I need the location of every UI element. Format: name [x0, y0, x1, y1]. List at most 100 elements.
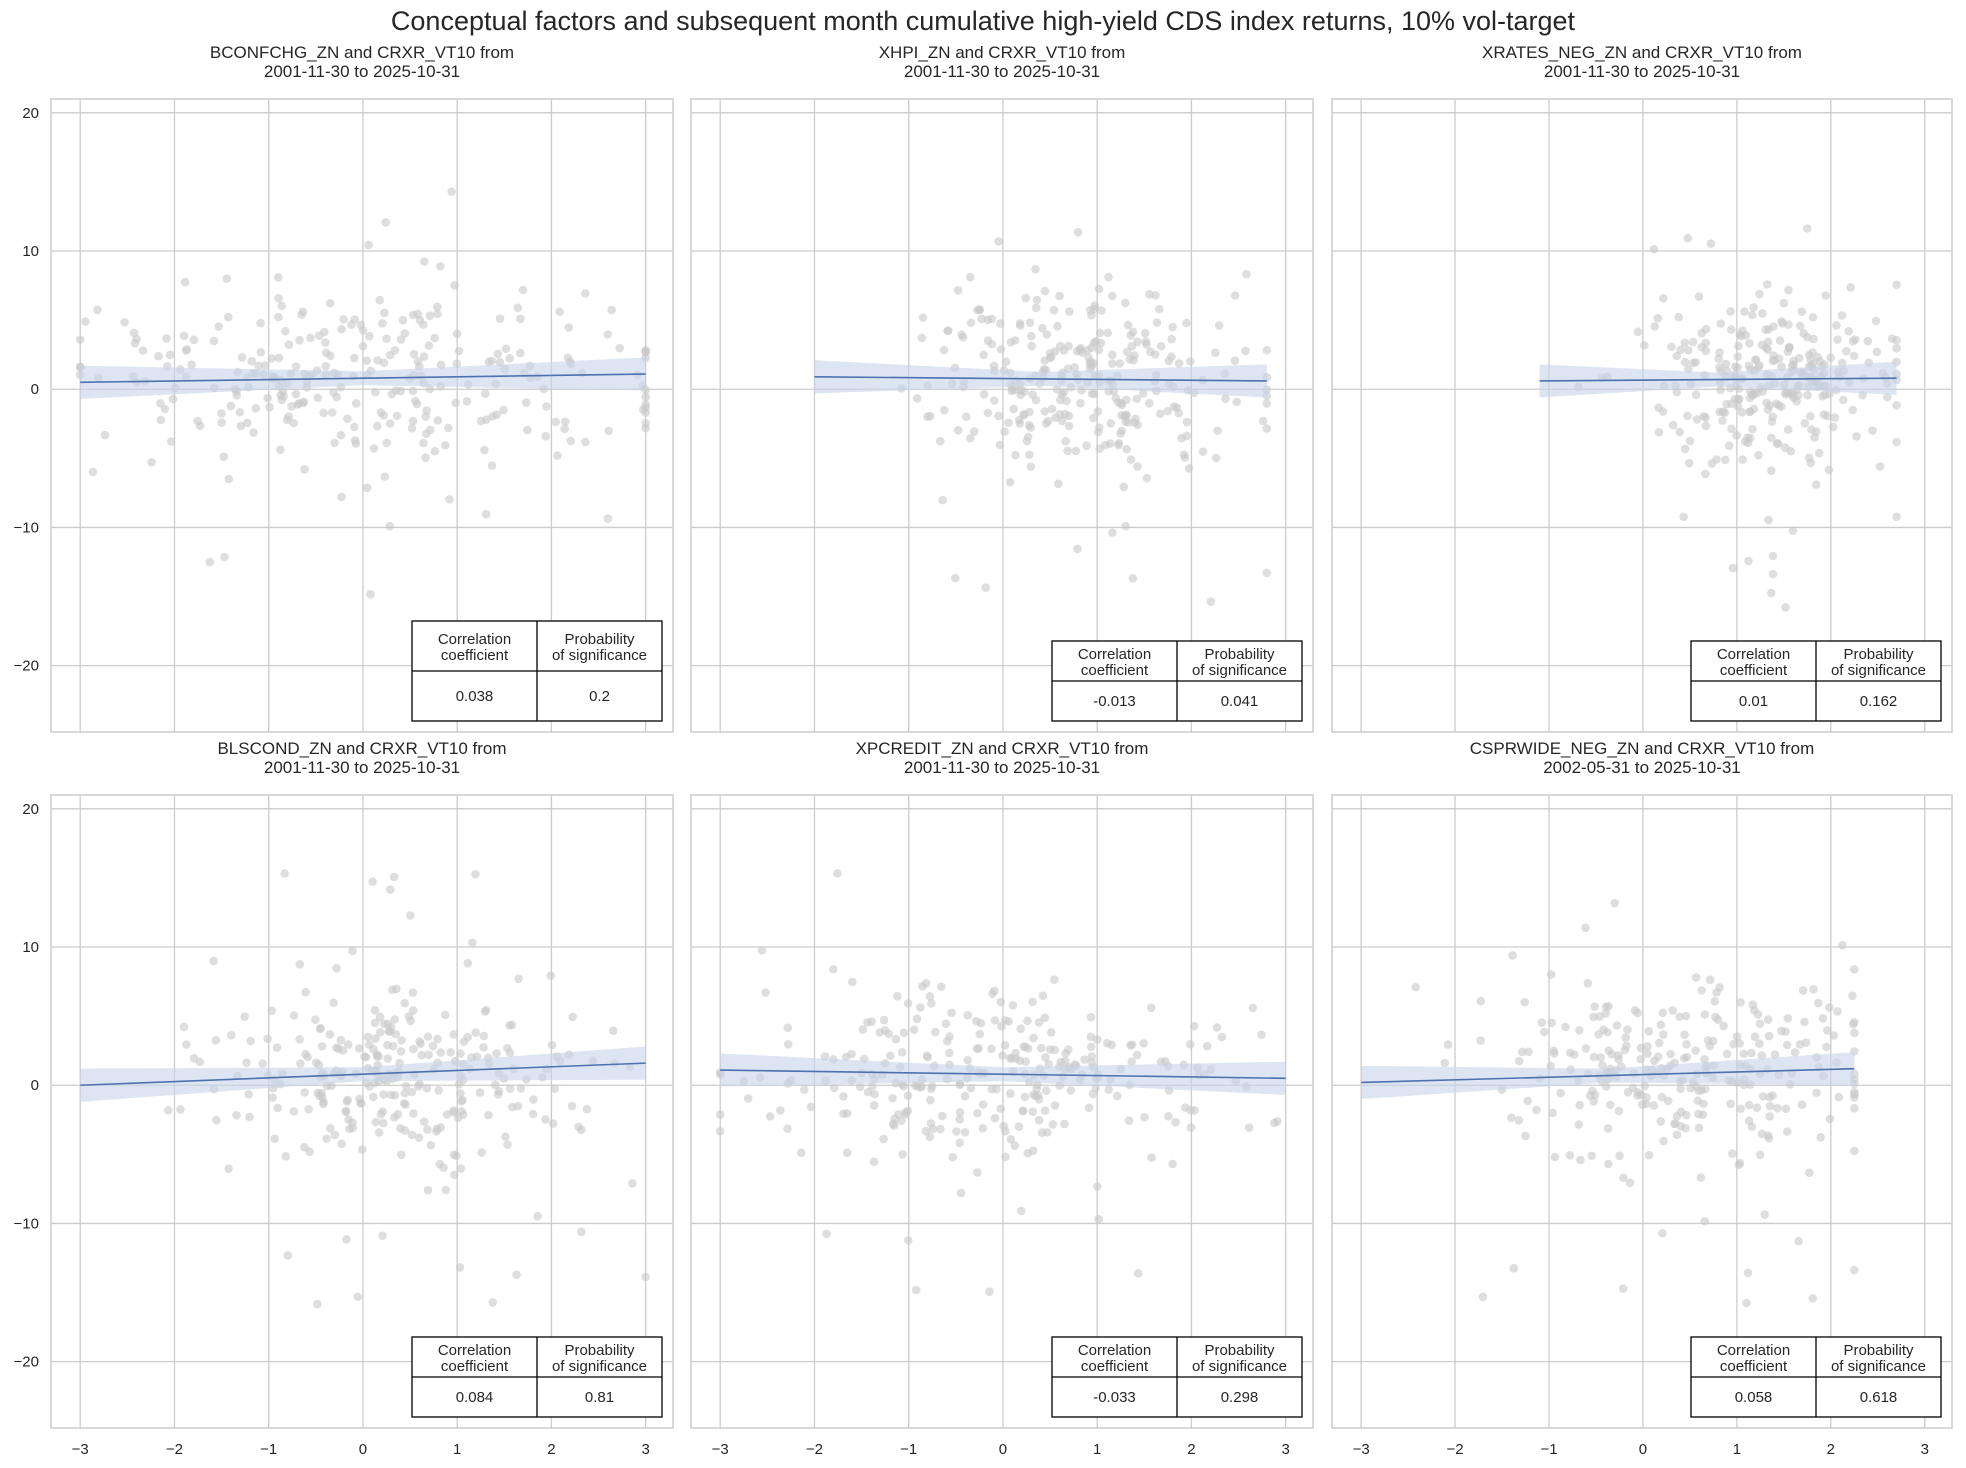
- scatter-point: [1056, 395, 1065, 405]
- scatter-point: [1892, 437, 1901, 447]
- scatter-point: [523, 425, 532, 435]
- scatter-point: [1788, 526, 1798, 536]
- scatter-point: [1001, 1152, 1010, 1162]
- scatter-point: [1675, 1012, 1684, 1022]
- table-header: of significance: [552, 647, 647, 664]
- subplot-6: CSPRWIDE_NEG_ZN and CRXR_VT10 from2002-0…: [1331, 739, 1953, 1458]
- scatter-point: [641, 347, 650, 357]
- scatter-point: [1816, 1133, 1825, 1142]
- scatter-point: [885, 1051, 895, 1061]
- scatter-point: [1589, 1052, 1599, 1062]
- subplot-3: XRATES_NEG_ZN and CRXR_VT10 from2001-11-…: [1331, 43, 1953, 733]
- scatter-point: [1758, 309, 1767, 318]
- scatter-point: [1155, 304, 1164, 314]
- scatter-point: [1070, 363, 1079, 372]
- scatter-point: [1000, 1040, 1010, 1050]
- scatter-point: [1808, 1294, 1818, 1303]
- scatter-point: [941, 1019, 951, 1029]
- scatter-point: [1679, 512, 1688, 522]
- scatter-point: [1850, 1265, 1859, 1275]
- scatter-point: [1808, 312, 1818, 322]
- scatter-point: [1041, 1053, 1050, 1062]
- scatter-point: [1581, 1044, 1591, 1053]
- scatter-point: [1683, 233, 1693, 243]
- scatter-point: [365, 331, 374, 341]
- scatter-point: [1685, 436, 1695, 446]
- scatter-point: [1744, 1100, 1754, 1110]
- scatter-point: [383, 1019, 393, 1029]
- scatter-point: [1715, 348, 1724, 357]
- scatter-point: [390, 1015, 399, 1024]
- scatter-point: [1142, 473, 1152, 483]
- scatter-point: [1783, 1014, 1793, 1023]
- scatter-point: [362, 483, 372, 493]
- scatter-point: [1015, 415, 1024, 425]
- scatter-point: [1614, 1055, 1623, 1064]
- scatter-point: [928, 1124, 938, 1134]
- scatter-point: [195, 1057, 205, 1067]
- scatter-point: [1701, 413, 1710, 422]
- scatter-point: [1540, 1027, 1549, 1037]
- subplot-title: BLSCOND_ZN and CRXR_VT10 from: [217, 739, 506, 758]
- scatter-point: [1509, 1263, 1519, 1273]
- axes-frame: [50, 794, 674, 1429]
- scatter-point: [965, 272, 975, 282]
- scatter-point: [499, 405, 508, 415]
- scatter-point: [990, 986, 999, 996]
- scatter-point: [330, 438, 339, 448]
- scatter-point: [1213, 426, 1223, 435]
- scatter-point: [1217, 1032, 1227, 1042]
- scatter-point: [996, 345, 1006, 354]
- scatter-point: [1107, 1040, 1117, 1050]
- scatter-point: [428, 1041, 438, 1051]
- scatter-point: [1202, 1041, 1212, 1051]
- scatter-point: [1006, 1089, 1015, 1098]
- scatter-point: [1680, 1030, 1689, 1040]
- scatter-point: [879, 1015, 889, 1025]
- scatter-point: [1038, 991, 1048, 1001]
- scatter-point: [357, 1145, 367, 1154]
- scatter-point: [1034, 1115, 1044, 1125]
- scatter-point: [436, 261, 445, 271]
- scatter-point: [1164, 356, 1174, 366]
- scatter-point: [416, 1039, 425, 1048]
- scatter-point: [1674, 312, 1683, 322]
- scatter-point: [1764, 515, 1773, 525]
- scatter-point: [841, 1052, 851, 1062]
- scatter-point: [912, 1081, 922, 1091]
- scatter-point: [899, 1028, 909, 1038]
- scatter-point: [1636, 1043, 1646, 1053]
- scatter-point: [1021, 293, 1031, 303]
- scatter-point: [1085, 305, 1095, 315]
- scatter-point: [81, 317, 90, 326]
- scatter-point: [1047, 404, 1057, 414]
- scatter-point: [1106, 419, 1116, 428]
- scatter-point: [387, 389, 397, 399]
- scatter-point: [940, 405, 949, 415]
- scatter-point: [568, 1012, 577, 1022]
- scatter-point: [368, 877, 377, 886]
- scatter-point: [581, 289, 590, 298]
- scatter-point: [243, 418, 252, 428]
- scatter-point: [356, 1099, 366, 1108]
- scatter-point: [909, 1025, 919, 1034]
- probability-value: 0.041: [1221, 693, 1259, 710]
- scatter-point: [1028, 997, 1037, 1007]
- scatter-point: [1735, 1039, 1744, 1048]
- scatter-point: [1185, 1039, 1195, 1049]
- scatter-point: [433, 309, 442, 319]
- scatter-point: [542, 402, 551, 411]
- scatter-point: [1089, 338, 1099, 348]
- scatter-point: [212, 1115, 221, 1125]
- scatter-point: [265, 402, 274, 412]
- scatter-point: [1084, 1103, 1094, 1113]
- scatter-point: [1440, 1058, 1449, 1068]
- scatter-point: [1680, 357, 1690, 367]
- scatter-point: [1811, 427, 1821, 436]
- scatter-point: [1757, 1129, 1767, 1139]
- scatter-point: [891, 1034, 901, 1044]
- scatter-point: [298, 307, 308, 317]
- scatter-point: [987, 1044, 996, 1054]
- scatter-point: [1680, 338, 1690, 348]
